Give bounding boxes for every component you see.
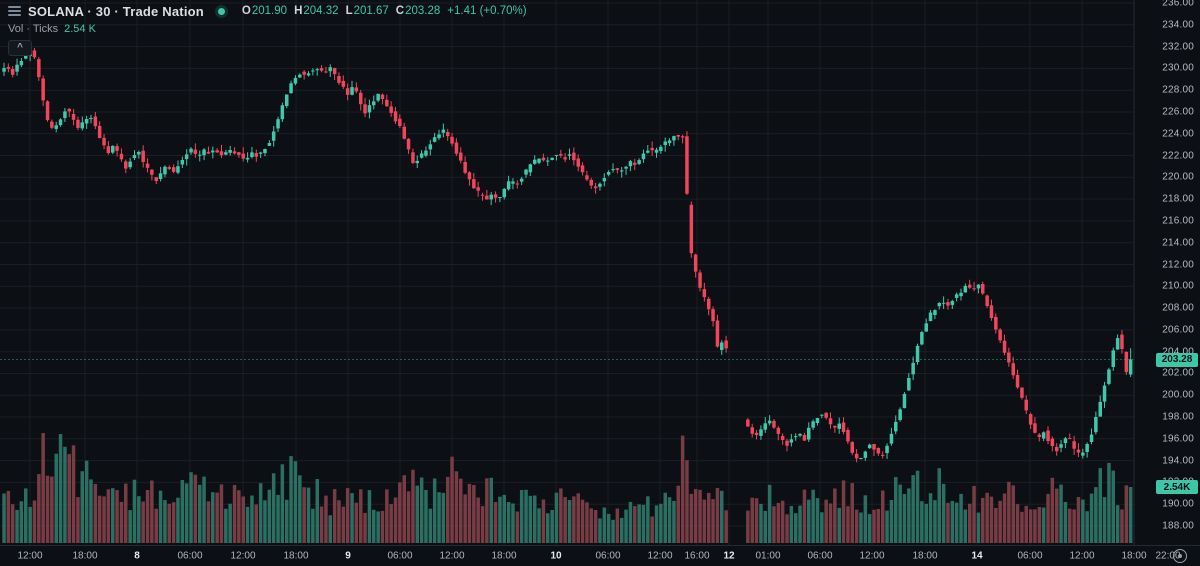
time-axis-label: 18:00: [1121, 550, 1147, 562]
price-axis-label: 212.00: [1162, 259, 1194, 270]
price-axis-label: 208.00: [1162, 302, 1194, 314]
price-axis-label: 214.00: [1162, 237, 1194, 249]
time-axis-label: 06:00: [807, 550, 833, 562]
price-axis-label: 198.00: [1162, 411, 1194, 423]
last-price-badge: 203.28: [1156, 352, 1198, 367]
time-axis-label: 12:00: [17, 550, 43, 562]
price-axis-label: 226.00: [1162, 106, 1194, 118]
time-axis-label: 06:00: [177, 550, 203, 562]
legend-row-volume: Vol · Ticks 2.54 K: [8, 21, 527, 36]
time-axis-label: 12:00: [859, 550, 885, 562]
time-axis-label: 01:00: [755, 550, 781, 562]
change-value: +1.41 (+0.70%): [447, 5, 527, 17]
market-status-icon[interactable]: [217, 7, 225, 15]
high-label: H: [294, 5, 303, 17]
time-axis-label: 18:00: [912, 550, 938, 562]
volume-badge: 2.54K: [1156, 480, 1198, 494]
time-axis-label: 12:00: [647, 550, 673, 562]
close-value: 203.28: [405, 5, 441, 17]
grid-lines: [0, 0, 1135, 546]
price-axis-label: 202.00: [1162, 367, 1194, 379]
time-axis-label: 06:00: [595, 550, 621, 562]
price-axis-label: 210.00: [1162, 280, 1194, 292]
time-axis[interactable]: 12:00 18:00 8 06:00 12:00 18:00 9 06:00 12:00 18:…: [0, 546, 1200, 566]
price-axis-label: 194.00: [1162, 455, 1194, 467]
price-axis-label: 200.00: [1162, 389, 1194, 401]
price-axis-label: 196.00: [1162, 433, 1194, 445]
time-axis-label: 14: [971, 550, 983, 562]
time-axis-label: 22:00: [1155, 550, 1181, 562]
low-value: 201.67: [353, 5, 389, 17]
price-axis[interactable]: 236.00 234.00 232.00 230.00 228.00 226.00 224.…: [1134, 0, 1200, 546]
volume-indicator-value: 2.54 K: [64, 22, 96, 35]
time-axis-label: 18:00: [72, 550, 98, 562]
time-axis-label: 12:00: [1069, 550, 1095, 562]
price-axis-label: 206.00: [1162, 324, 1194, 336]
open-label: O: [241, 5, 251, 17]
price-axis-label: 234.00: [1162, 19, 1194, 31]
price-axis-label: 222.00: [1162, 150, 1194, 162]
price-axis-label: 204.00: [1162, 346, 1194, 358]
time-axis-label: 06:00: [387, 550, 413, 562]
legend-row-symbol: SOLANA · 30 · Trade Nation O 201.90 H 204.…: [8, 3, 527, 19]
volume-indicator-label: Vol · Ticks: [8, 22, 59, 35]
clock-icon[interactable]: [1173, 549, 1187, 563]
time-axis-label: 8: [134, 550, 140, 562]
price-axis-label: 190.00: [1162, 498, 1194, 510]
time-axis-label: 10: [550, 550, 562, 562]
time-axis-label: 16:00: [684, 550, 710, 562]
volume-bars: [2, 433, 1133, 543]
pane-collapse-button[interactable]: ^: [8, 40, 32, 56]
time-axis-label: 12:00: [230, 550, 256, 562]
time-axis-label: 12: [723, 550, 735, 562]
price-axis-label: 224.00: [1162, 128, 1194, 140]
close-label: C: [395, 5, 405, 17]
chart-legend: SOLANA · 30 · Trade Nation O 201.90 H 204.…: [8, 3, 527, 56]
time-axis-label: 18:00: [283, 550, 309, 562]
high-value: 204.32: [303, 5, 339, 17]
price-axis-label: 236.00: [1162, 0, 1194, 9]
menu-icon[interactable]: [8, 5, 21, 17]
time-axis-label: 18:00: [491, 550, 517, 562]
candles: [2, 47, 1133, 463]
price-axis-label: 220.00: [1162, 171, 1194, 183]
time-axis-label: 06:00: [1017, 550, 1043, 562]
price-axis-label: 188.00: [1162, 520, 1194, 532]
time-axis-label: 9: [345, 550, 351, 562]
candlestick-plot[interactable]: [0, 0, 1200, 546]
price-axis-label: 230.00: [1162, 62, 1194, 74]
price-axis-label: 228.00: [1162, 84, 1194, 96]
price-axis-label: 216.00: [1162, 215, 1194, 227]
ohlc-values: O 201.90 H 204.32 L 201.67 C 203.28 +1.41 (+…: [235, 5, 527, 17]
price-axis-label: 232.00: [1162, 41, 1194, 53]
symbol-title[interactable]: SOLANA · 30 · Trade Nation: [28, 3, 204, 19]
low-label: L: [345, 5, 353, 17]
price-axis-label: 218.00: [1162, 193, 1194, 205]
time-axis-label: 12:00: [439, 550, 465, 562]
open-value: 201.90: [251, 5, 288, 17]
